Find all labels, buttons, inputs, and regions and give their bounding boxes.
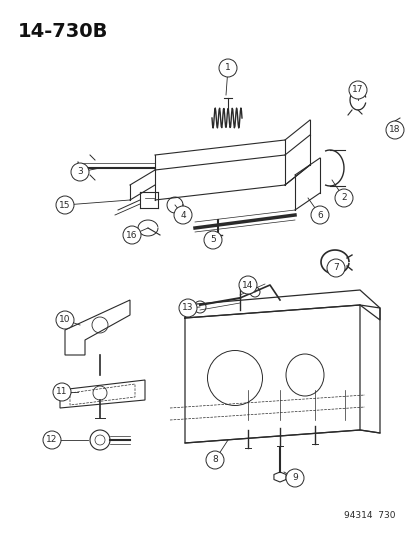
Circle shape (348, 81, 366, 99)
Circle shape (43, 431, 61, 449)
Circle shape (173, 206, 192, 224)
Text: 9: 9 (292, 473, 297, 482)
Text: 7: 7 (332, 263, 338, 272)
Circle shape (56, 196, 74, 214)
Circle shape (285, 469, 303, 487)
Circle shape (53, 383, 71, 401)
Text: 94314  730: 94314 730 (344, 511, 395, 520)
Circle shape (178, 299, 197, 317)
Text: 17: 17 (351, 85, 363, 94)
Text: 14: 14 (242, 280, 253, 289)
Text: 3: 3 (77, 167, 83, 176)
Circle shape (71, 163, 89, 181)
Text: 15: 15 (59, 200, 71, 209)
Text: 1: 1 (225, 63, 230, 72)
Circle shape (56, 311, 74, 329)
Text: 18: 18 (388, 125, 400, 134)
Circle shape (204, 231, 221, 249)
Circle shape (385, 121, 403, 139)
Text: 5: 5 (210, 236, 215, 245)
Text: 2: 2 (340, 193, 346, 203)
Text: 14-730B: 14-730B (18, 22, 108, 41)
Text: 12: 12 (46, 435, 57, 445)
Text: 16: 16 (126, 230, 138, 239)
Circle shape (238, 276, 256, 294)
Circle shape (218, 59, 236, 77)
Text: 13: 13 (182, 303, 193, 312)
Text: 4: 4 (180, 211, 185, 220)
Text: 10: 10 (59, 316, 71, 325)
Circle shape (123, 226, 141, 244)
Text: 8: 8 (211, 456, 217, 464)
Circle shape (310, 206, 328, 224)
Text: 6: 6 (316, 211, 322, 220)
Circle shape (206, 451, 223, 469)
Circle shape (334, 189, 352, 207)
Circle shape (326, 259, 344, 277)
Text: 11: 11 (56, 387, 68, 397)
